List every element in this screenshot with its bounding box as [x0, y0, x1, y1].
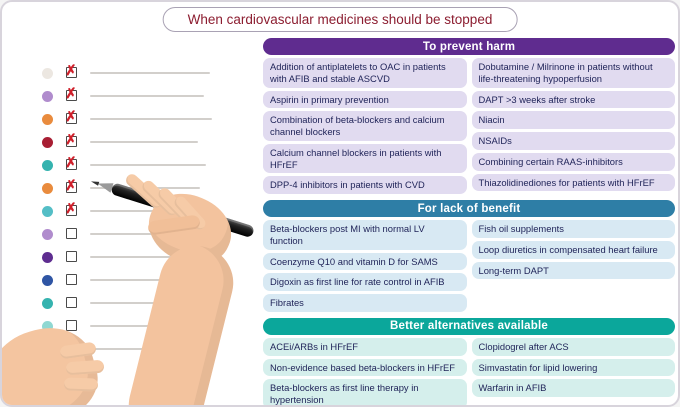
list-item: Digoxin as first line for rate control i…: [263, 273, 467, 291]
list-item: Clopidogrel after ACS: [471, 337, 675, 356]
checklist-row: ✗: [38, 62, 258, 87]
checkbox: [66, 297, 77, 308]
section-better-alternatives: Better alternatives available ACEi/ARBs …: [263, 317, 675, 405]
list-item: Fish oil supplements: [471, 220, 675, 238]
placeholder-line: [90, 118, 212, 120]
placeholder-line: [90, 210, 208, 212]
list-item: ACEi/ARBs in HFrEF: [263, 337, 467, 356]
checkbox: [66, 320, 77, 331]
list-item: Simvastatin for lipid lowering: [471, 358, 675, 377]
checkbox: [66, 251, 77, 262]
list-item: Combination of beta-blockers and calcium…: [263, 111, 467, 141]
list-item: Addition of antiplatelets to OAC in pati…: [263, 58, 467, 88]
list-item: Beta-blockers post MI with normal LV fun…: [263, 220, 467, 250]
list-item: Fibrates: [263, 294, 467, 312]
placeholder-line: [90, 279, 208, 281]
placeholder-line: [90, 141, 198, 143]
checklist-row: [38, 225, 258, 248]
list-item: DAPT >3 weeks after stroke: [471, 90, 675, 109]
placeholder-line: [90, 325, 180, 327]
items-column-right: Fish oil supplements Loop diuretics in c…: [471, 220, 675, 312]
color-dot-icon: [42, 229, 53, 240]
section-header-prevent-harm: To prevent harm: [263, 38, 675, 55]
placeholder-line: [90, 95, 204, 97]
list-item: Beta-blockers as first line therapy in h…: [263, 379, 467, 405]
color-dot-icon: [42, 183, 53, 194]
checklist-row: ✗: [38, 108, 258, 133]
section-header-lack-of-benefit: For lack of benefit: [263, 200, 675, 217]
list-item: DPP-4 inhibitors in patients with CVD: [263, 176, 467, 194]
list-item: Niacin: [471, 111, 675, 129]
x-mark-icon: ✗: [64, 61, 78, 79]
section-columns: ACEi/ARBs in HFrEF Non-evidence based be…: [263, 337, 675, 405]
items-column-left: ACEi/ARBs in HFrEF Non-evidence based be…: [263, 337, 467, 405]
section-lack-of-benefit: For lack of benefit Beta-blockers post M…: [263, 200, 675, 312]
left-hand-finger-illustration: [63, 377, 99, 392]
checklist-row: [38, 271, 258, 294]
placeholder-line: [90, 164, 206, 166]
page-title: When cardiovascular medicines should be …: [162, 7, 518, 32]
list-item: Combining certain RAAS-inhibitors: [471, 152, 675, 171]
color-dot-icon: [42, 321, 53, 332]
checklist-row: ✗: [38, 131, 258, 156]
checkbox: [66, 228, 77, 239]
left-hand-finger-illustration: [65, 359, 105, 376]
list-item: Warfarin in AFIB: [471, 379, 675, 397]
color-dot-icon: [42, 160, 53, 171]
x-mark-icon: ✗: [64, 130, 78, 148]
section-columns: Addition of antiplatelets to OAC in pati…: [263, 58, 675, 194]
checkbox: ✗: [64, 177, 77, 194]
checkbox: ✗: [64, 62, 77, 79]
x-mark-icon: ✗: [64, 153, 78, 171]
content-panel: To prevent harm Addition of antiplatelet…: [263, 38, 675, 405]
section-columns: Beta-blockers post MI with normal LV fun…: [263, 220, 675, 312]
list-item: NSAIDs: [471, 132, 675, 150]
checklist-row: [38, 248, 258, 271]
x-mark-icon: ✗: [64, 176, 78, 194]
list-item: Thiazolidinediones for patients with HFr…: [471, 173, 675, 192]
color-dot-icon: [42, 114, 53, 125]
checkbox: ✗: [64, 85, 77, 102]
list-item: Long-term DAPT: [471, 261, 675, 280]
list-item: Dobutamine / Milrinone in patients witho…: [471, 58, 675, 88]
items-column-left: Beta-blockers post MI with normal LV fun…: [263, 220, 467, 312]
items-column-left: Addition of antiplatelets to OAC in pati…: [263, 58, 467, 194]
checklist-row: ✗: [38, 200, 258, 225]
color-dot-icon: [42, 275, 53, 286]
placeholder-line: [90, 256, 202, 258]
list-item: Aspirin in primary prevention: [263, 90, 467, 109]
items-column-right: Dobutamine / Milrinone in patients witho…: [471, 58, 675, 194]
list-item: Calcium channel blockers in patients wit…: [263, 143, 467, 174]
list-item: Non-evidence based beta-blockers in HFrE…: [263, 358, 467, 377]
placeholder-line: [90, 348, 160, 350]
checklist-row: ✗: [38, 85, 258, 110]
checkbox: [66, 274, 77, 285]
section-header-better-alternatives: Better alternatives available: [263, 317, 675, 335]
color-dot-icon: [42, 252, 53, 263]
checklist-row: [38, 317, 258, 340]
placeholder-line: [90, 302, 188, 304]
placeholder-line: [90, 72, 210, 74]
checklist-row: ✗: [38, 154, 258, 179]
x-mark-icon: ✗: [64, 107, 78, 125]
x-mark-icon: ✗: [64, 199, 78, 217]
color-dot-icon: [42, 68, 53, 79]
color-dot-icon: [42, 91, 53, 102]
placeholder-line: [90, 233, 194, 235]
checkbox: ✗: [64, 154, 77, 171]
color-dot-icon: [42, 298, 53, 309]
section-prevent-harm: To prevent harm Addition of antiplatelet…: [263, 38, 675, 194]
checklist-row: [38, 294, 258, 317]
items-column-right: Clopidogrel after ACS Simvastatin for li…: [471, 337, 675, 405]
list-item: Loop diuretics in compensated heart fail…: [471, 240, 675, 259]
checkbox: ✗: [64, 108, 77, 125]
list-item: Coenzyme Q10 and vitamin D for SAMS: [263, 252, 467, 271]
checkbox: ✗: [64, 131, 77, 148]
checkbox: ✗: [64, 200, 77, 217]
color-dot-icon: [42, 206, 53, 217]
color-dot-icon: [42, 137, 53, 148]
x-mark-icon: ✗: [64, 84, 78, 102]
